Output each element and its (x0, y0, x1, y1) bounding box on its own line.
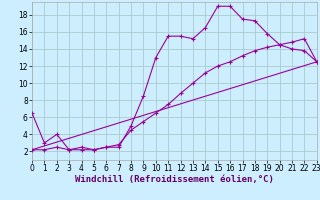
X-axis label: Windchill (Refroidissement éolien,°C): Windchill (Refroidissement éolien,°C) (75, 175, 274, 184)
